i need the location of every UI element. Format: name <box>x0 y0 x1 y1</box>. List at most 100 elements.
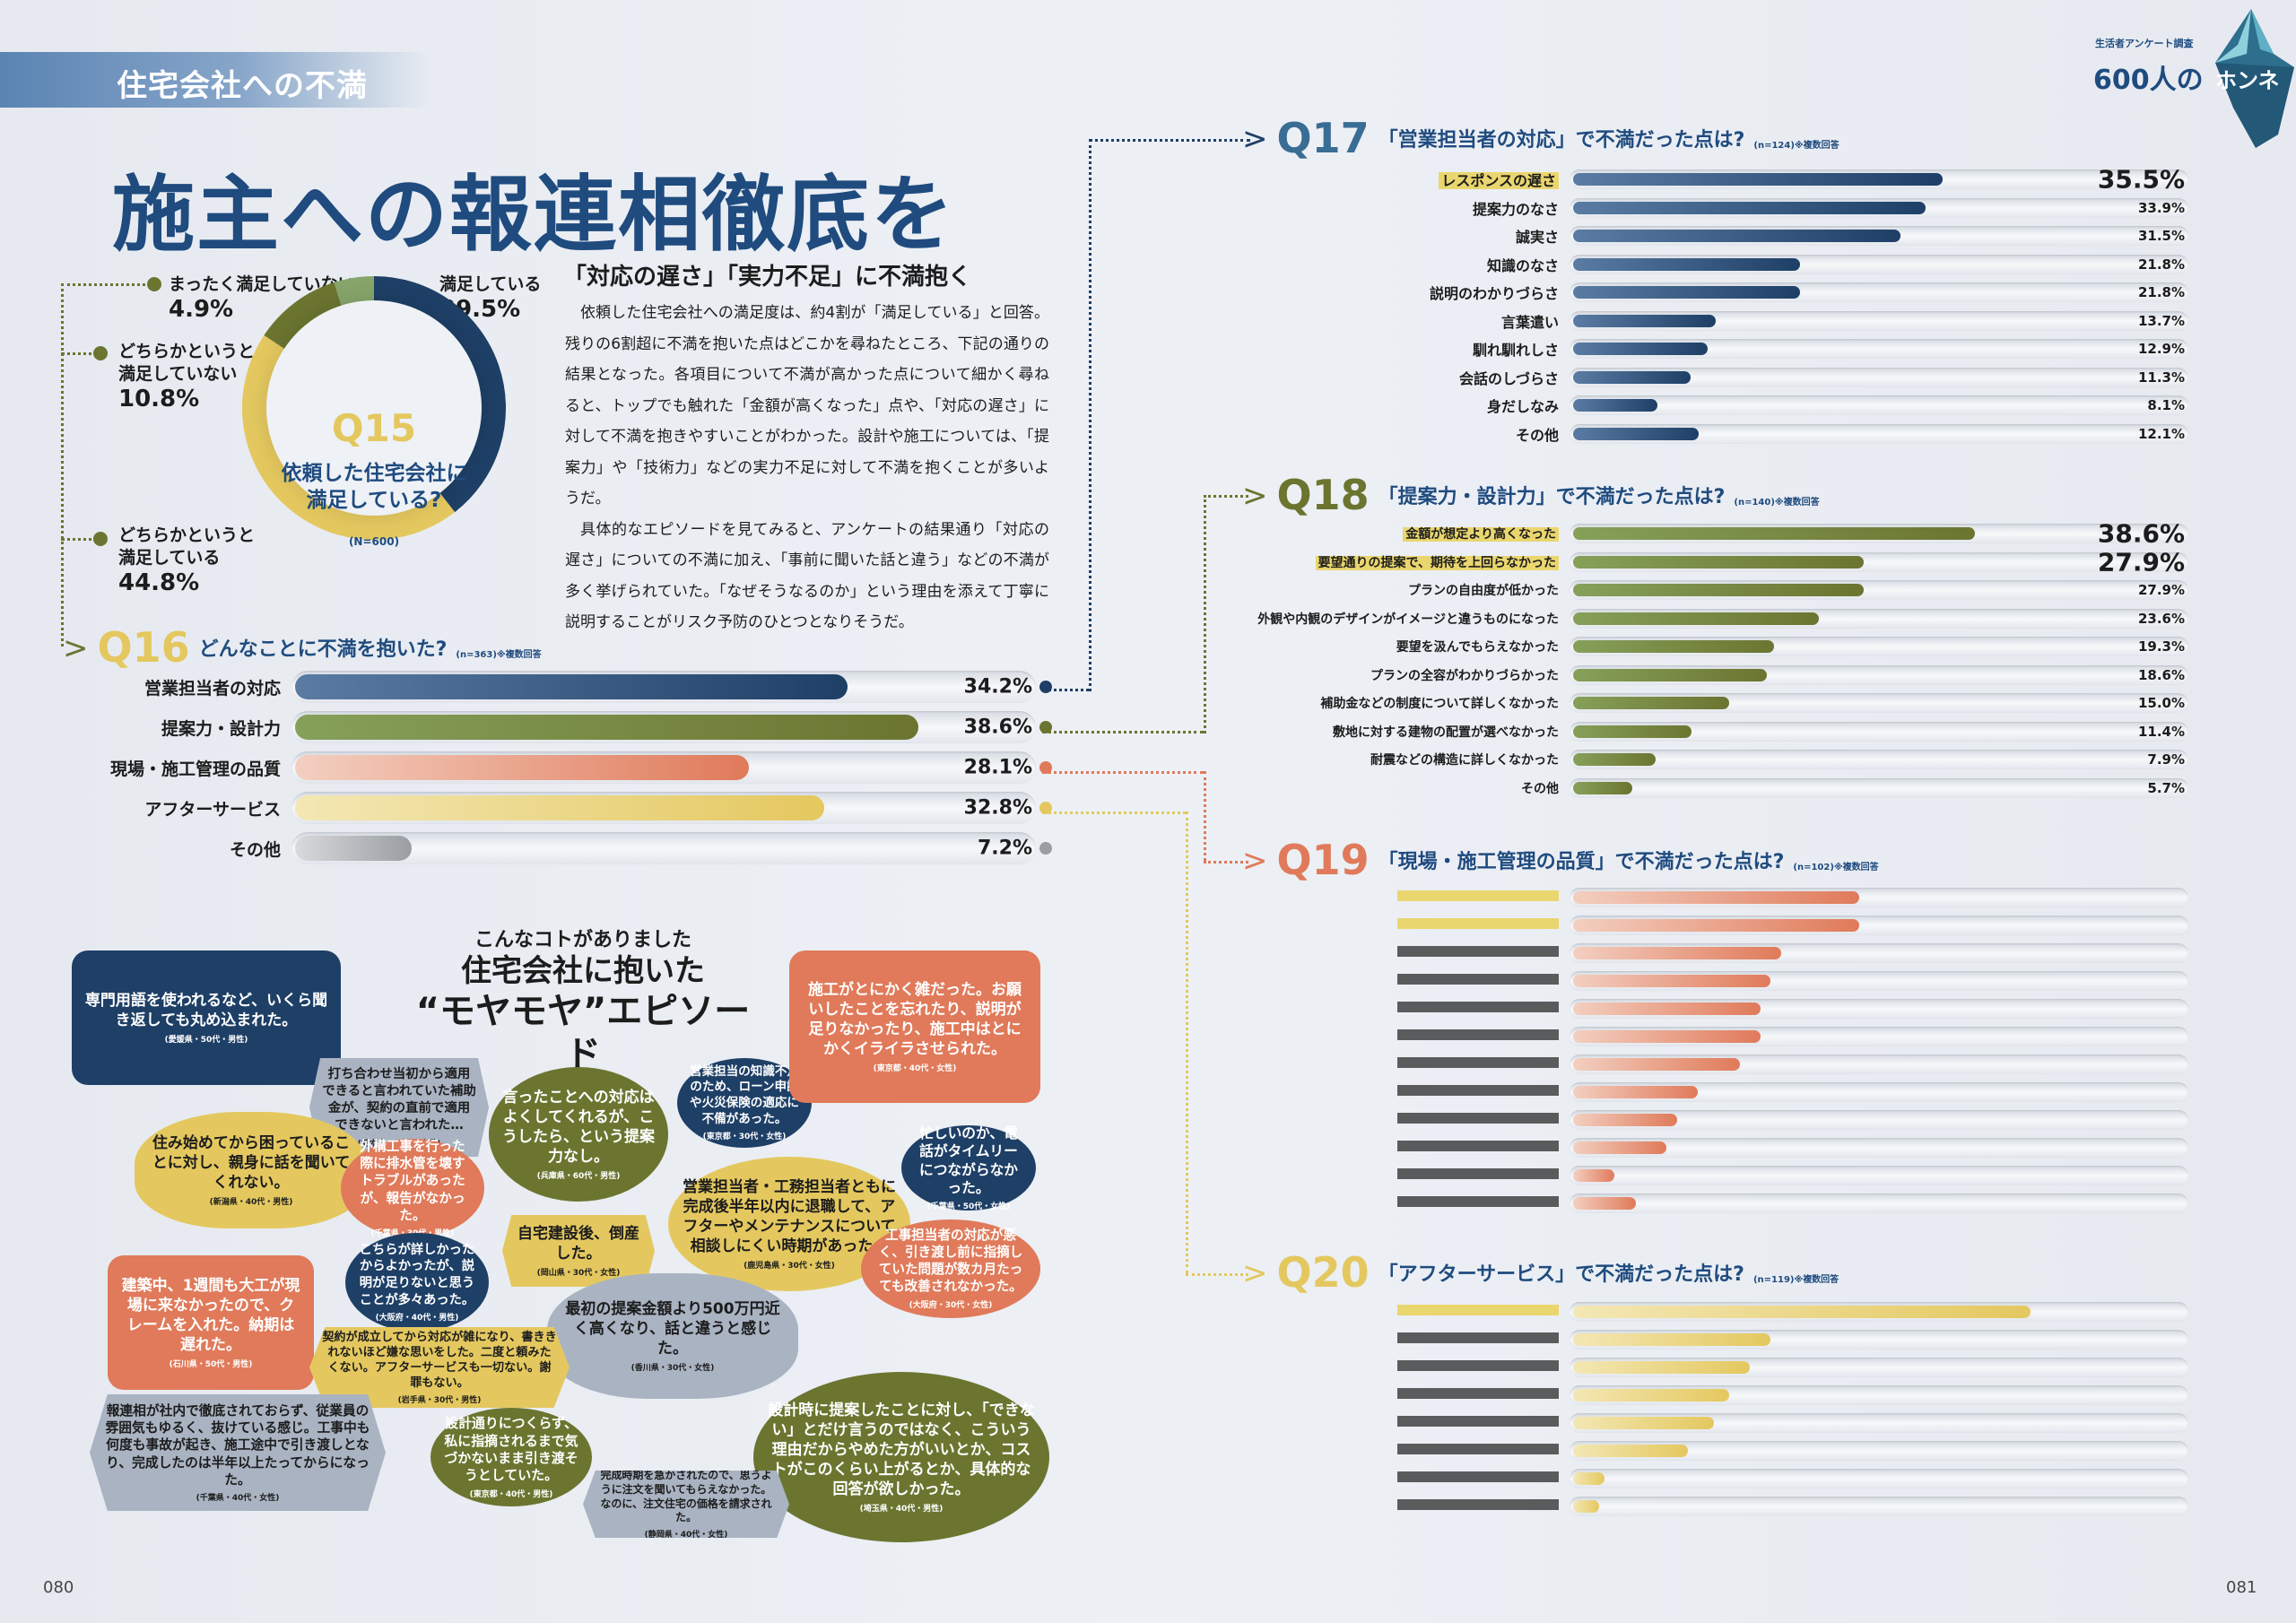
bar-label-text: その他 <box>229 839 281 860</box>
page-headline: 施主への報連相徹底を <box>112 167 956 263</box>
bar-fill <box>1573 427 1700 440</box>
bar-fill <box>1573 555 1864 568</box>
bar-label-text: 要望を汲んでもらえなかった <box>1396 640 1559 655</box>
bar-fill <box>295 836 412 861</box>
q20-note: (n=119)※複数回答 <box>1752 1275 1839 1285</box>
bar-track <box>1570 1110 2188 1130</box>
episode-attribution: (大阪府・30代・女性) <box>909 1300 993 1310</box>
episode-bubble: 専門用語を使われるなど、いくら聞き返しても丸め込まれた。 (愛媛県・50代・男性) <box>72 950 341 1085</box>
bar-label: プランの自由度が低かった <box>1256 581 1570 599</box>
bar-label <box>1256 1471 1570 1486</box>
bar-label-text <box>1397 1029 1559 1040</box>
bar-fill <box>1573 1417 1714 1429</box>
bar-fill <box>1573 1361 1751 1374</box>
episode-text: 専門用語を使われるなど、いくら聞き返しても丸め込まれた。 <box>84 991 328 1029</box>
bar-label <box>1256 1057 1570 1072</box>
bar-label-text <box>1397 918 1559 929</box>
episode-bubble: 完成時期を急かされたので、思うように注文を聞いてもらえなかった。なのに、注文住宅… <box>583 1471 789 1538</box>
article-paragraph: 具体的なエピソードを見てみると、アンケートの結果通り「対応の遅さ」についての不満… <box>565 520 1049 632</box>
bar-label-text: 身だしなみ <box>1486 398 1559 415</box>
arrow-icon: > <box>1242 478 1268 514</box>
bar-fill <box>1573 343 1708 355</box>
episode-attribution: (兵庫県・60代・男性) <box>536 1172 621 1182</box>
bar-row: 補助金などの制度について詳しくなかった 15.0% <box>1256 693 2188 713</box>
episodes-title: こんなコトがありました 住宅会社に抱いた “モヤモヤ”エピソード <box>404 924 762 1076</box>
episode-text: 営業担当の知識不足のため、ローン申請や火災保険の適応に不備があった。 <box>690 1063 799 1126</box>
bar-value: 8.1% <box>2147 397 2185 413</box>
episode-text: こちらが詳しかったからよかったが、説明が足りないと思うことが多々あった。 <box>359 1242 475 1307</box>
bar-track <box>1570 1497 2188 1516</box>
episode-bubble: 住み始めてから困っていることに対し、親身に話を聞いてくれない。 (新潟県・40代・… <box>135 1112 368 1228</box>
donut-svg <box>242 276 506 540</box>
bar-fill <box>1573 399 1657 412</box>
bar-value: 31.5% <box>2137 228 2185 244</box>
connector-line <box>61 538 99 541</box>
bar-track: 19.3% <box>1570 637 2188 656</box>
bar-value: 28.1% <box>963 756 1032 779</box>
bar-fill <box>1573 1472 1605 1485</box>
bar-label: 会話のしづらさ <box>1256 367 1570 388</box>
bar-row <box>1256 1469 2188 1488</box>
bar-label-text: その他 <box>1521 781 1559 796</box>
episodes-kicker: こんなコトがありました <box>474 929 691 951</box>
q16-note: (n=363)※複数回答 <box>456 650 542 660</box>
bar-label <box>1256 890 1570 905</box>
episode-attribution: (千葉県・40代・女性) <box>196 1493 280 1503</box>
bar-label-text: 現場・施工管理の品質 <box>109 759 281 779</box>
q17-header: > Q17 「営業担当者の対応」で不満だった点は? (n=124)※複数回答 <box>1242 114 1839 162</box>
bar-fill <box>1573 919 1859 932</box>
bar-track <box>1570 1138 2188 1158</box>
bar-fill <box>1573 1389 1729 1402</box>
bar-row <box>1256 971 2188 991</box>
bar-label-text: 金額が想定より高くなった <box>1403 527 1559 542</box>
section-banner: 住宅会社への不満 <box>0 52 430 108</box>
bar-value: 21.8% <box>2137 256 2185 273</box>
bar-track: 21.8% <box>1570 254 2188 274</box>
bar-label <box>1256 1388 1570 1402</box>
episode-attribution: (東京都・30代・女性) <box>702 1133 787 1142</box>
bar-label <box>1256 1499 1570 1514</box>
bar-label <box>1256 974 1570 988</box>
bar-fill <box>1573 612 1819 625</box>
bar-label <box>1256 1002 1570 1016</box>
bar-fill <box>1573 527 1975 540</box>
bar-track: 27.9% <box>1570 547 2188 577</box>
connector-line <box>1042 689 1089 691</box>
bar-value: 12.9% <box>2137 341 2185 357</box>
bar-row <box>1256 1497 2188 1516</box>
bar-label-text: 説明のわかりづらさ <box>1429 285 1559 302</box>
bar-row: その他 7.2% <box>0 832 1052 864</box>
arrow-icon: > <box>63 630 89 666</box>
q17-number: Q17 <box>1276 114 1370 162</box>
bar-track: 27.9% <box>1570 580 2188 600</box>
bar-track <box>1570 1193 2188 1213</box>
bar-track <box>1570 1330 2188 1350</box>
bar-fill <box>1573 975 1771 987</box>
bar-track <box>1570 1469 2188 1488</box>
connector-line <box>1204 861 1248 864</box>
episode-bubble: 建築中、1週間も大工が現場に来なかったので、クレームを入れた。納期は遅れた。 (石… <box>108 1255 314 1390</box>
bar-row <box>1256 1193 2188 1213</box>
bar-row: その他 5.7% <box>1256 777 2188 798</box>
episode-attribution: (東京都・40代・男性) <box>469 1489 553 1499</box>
bar-track <box>1570 1082 2188 1102</box>
bar-label-text: プランの全容がわかりづらかった <box>1370 668 1559 683</box>
bar-track <box>1570 916 2188 935</box>
bar-row <box>1256 1110 2188 1130</box>
legend-dot <box>93 532 108 546</box>
bar-row <box>1256 1055 2188 1074</box>
connector-dot <box>1039 802 1052 814</box>
bar-label-text <box>1397 1168 1559 1179</box>
bar-track: 13.7% <box>1570 310 2188 331</box>
bar-label <box>1256 1196 1570 1211</box>
legend-dot <box>93 346 108 360</box>
q20-bar-chart <box>1256 1302 2188 1535</box>
episode-text: 建築中、1週間も大工が現場に来なかったので、クレームを入れた。納期は遅れた。 <box>121 1276 300 1355</box>
q20-title: 「アフターサービス」で不満だった点は? <box>1378 1263 1744 1286</box>
bar-label <box>1256 1444 1570 1458</box>
connector-line <box>1089 139 1250 142</box>
bar-label: 誠実さ <box>1256 225 1570 247</box>
bar-row <box>1256 1441 2188 1461</box>
bar-label-text <box>1397 1141 1559 1151</box>
